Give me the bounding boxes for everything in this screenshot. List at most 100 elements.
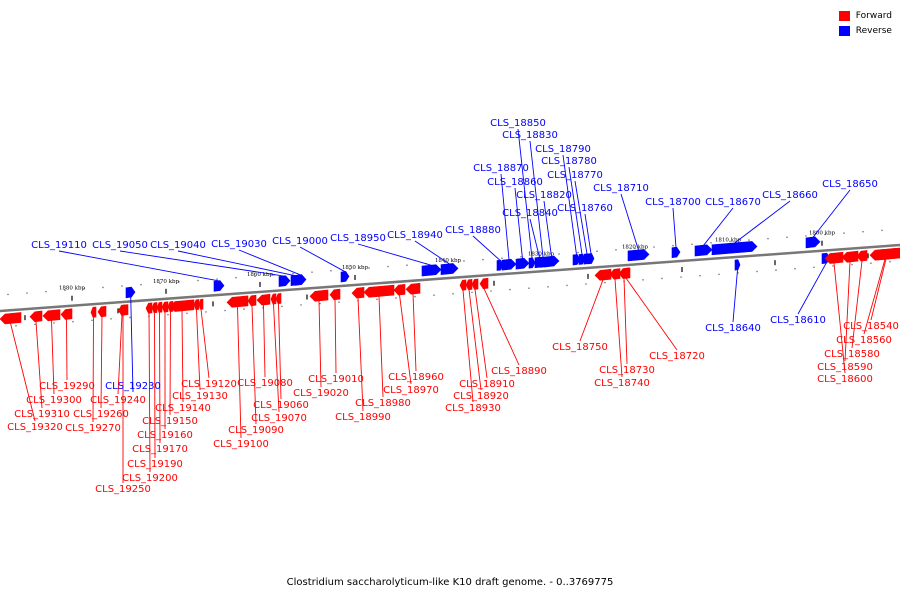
gene-leader-line <box>237 306 242 439</box>
axis-ticks: 1880 kbp 1870 kbp 1860 kbp 1850 kbp 1840 kbp… <box>24 231 869 321</box>
gene-leader-line <box>200 309 210 379</box>
gene-label: CLS_18650 <box>822 179 878 190</box>
gene-leader-line <box>472 235 501 261</box>
gene-leader-line <box>514 187 523 259</box>
gene-feature <box>841 250 859 263</box>
axis-tick-label: 1800 kbp <box>809 231 836 237</box>
guide-dot <box>186 312 188 315</box>
gene-leader-line <box>574 180 588 255</box>
gene-leader-line <box>357 243 432 266</box>
guide-dot <box>585 283 587 285</box>
guide-dot <box>129 316 131 319</box>
guide-dot <box>406 264 408 266</box>
guide-dot <box>539 254 541 257</box>
guide-dot <box>642 279 644 281</box>
guide-dot <box>547 286 549 288</box>
gene-label: CLS_18940 <box>387 230 443 241</box>
gene-label: CLS_18880 <box>445 225 501 236</box>
guide-dot <box>34 323 36 326</box>
guide-dot <box>718 273 720 276</box>
gene-label: CLS_18780 <box>541 156 597 167</box>
guide-dot <box>72 320 74 323</box>
gene-feature <box>856 250 868 262</box>
guide-dot <box>634 247 636 250</box>
guide-dot <box>463 260 465 262</box>
gene-label: CLS_19150 <box>142 416 198 427</box>
guide-dot <box>243 308 245 310</box>
gene-feature <box>309 289 329 302</box>
gene-label: CLS_18640 <box>705 323 761 334</box>
guide-dot <box>566 284 568 287</box>
gene-label: CLS_18950 <box>330 233 386 244</box>
gene-leader-line <box>529 140 544 258</box>
gene-leader-line <box>529 218 540 258</box>
gene-label: CLS_18930 <box>445 403 501 414</box>
gene-feature <box>824 251 844 264</box>
gene-leader-line <box>863 258 886 335</box>
gene-leader-line <box>35 321 43 409</box>
guide-dot <box>15 325 17 327</box>
gene-label: CLS_19320 <box>7 422 63 433</box>
gene-feature <box>471 278 479 290</box>
gene-label: CLS_19300 <box>26 395 82 406</box>
guide-dot <box>7 293 9 296</box>
gene-label: CLS_18750 <box>552 342 608 353</box>
axis-tick-label: 1860 kbp <box>247 272 274 278</box>
gene-leader-line <box>278 303 282 400</box>
gene-label: CLS_18740 <box>594 378 650 389</box>
guide-dot <box>748 239 750 241</box>
gene-label: CLS_18860 <box>487 177 543 188</box>
guide-dot <box>444 261 446 264</box>
gene-label: CLS_19080 <box>237 378 293 389</box>
gene-leader-line <box>517 128 533 259</box>
guide-dot <box>813 266 815 269</box>
axis-tick-label: 1810 kbp <box>715 238 742 244</box>
gene-feature <box>60 308 73 320</box>
legend-reverse-label: Reverse <box>855 25 892 36</box>
gene-feature <box>151 302 158 314</box>
gene-label: CLS_19160 <box>137 430 193 441</box>
gene-label: CLS_19290 <box>39 381 95 392</box>
gene-leader-line <box>812 189 851 238</box>
gene-leader-line <box>169 311 171 416</box>
gene-leader-line <box>238 249 301 276</box>
gene-feature <box>198 298 204 310</box>
guide-dot <box>45 290 47 293</box>
guide-dot <box>767 237 769 240</box>
guide-dot <box>121 285 123 287</box>
guide-dot <box>596 250 598 253</box>
gene-feature <box>459 279 467 291</box>
gene-label: CLS_18540 <box>843 321 899 332</box>
gene-label: CLS_18990 <box>335 412 391 423</box>
guide-dot <box>672 244 674 247</box>
gene-leader-line <box>58 250 220 282</box>
guide-dot <box>292 272 294 275</box>
gene-label: CLS_19250 <box>95 484 151 495</box>
guide-dot <box>604 281 606 284</box>
guide-dot <box>843 232 845 234</box>
gene-feature <box>421 264 442 277</box>
gene-leader-line <box>273 303 280 413</box>
axis-tick-label: 1850 kbp <box>342 265 369 271</box>
gene-feature <box>609 268 621 280</box>
guide-dot <box>661 277 663 280</box>
gene-feature <box>270 293 277 305</box>
guide-dot <box>414 295 416 298</box>
axis-tick-label: 1870 kbp <box>153 279 180 285</box>
gene-feature <box>543 255 560 268</box>
gene-feature <box>145 302 153 314</box>
gene-label: CLS_19100 <box>213 439 269 450</box>
guide-dot <box>102 286 104 289</box>
gene-label: CLS_18720 <box>649 351 705 362</box>
guide-dot <box>26 292 28 294</box>
guide-dot <box>300 304 302 306</box>
gene-label: CLS_19110 <box>31 240 87 251</box>
gene-feature <box>340 271 350 283</box>
guide-dot <box>482 258 484 261</box>
guide-dot <box>110 318 112 320</box>
label-leader-lines <box>10 128 887 483</box>
gene-leader-line <box>562 154 577 255</box>
gene-feature <box>169 299 195 312</box>
gene-leader-line <box>703 207 734 246</box>
